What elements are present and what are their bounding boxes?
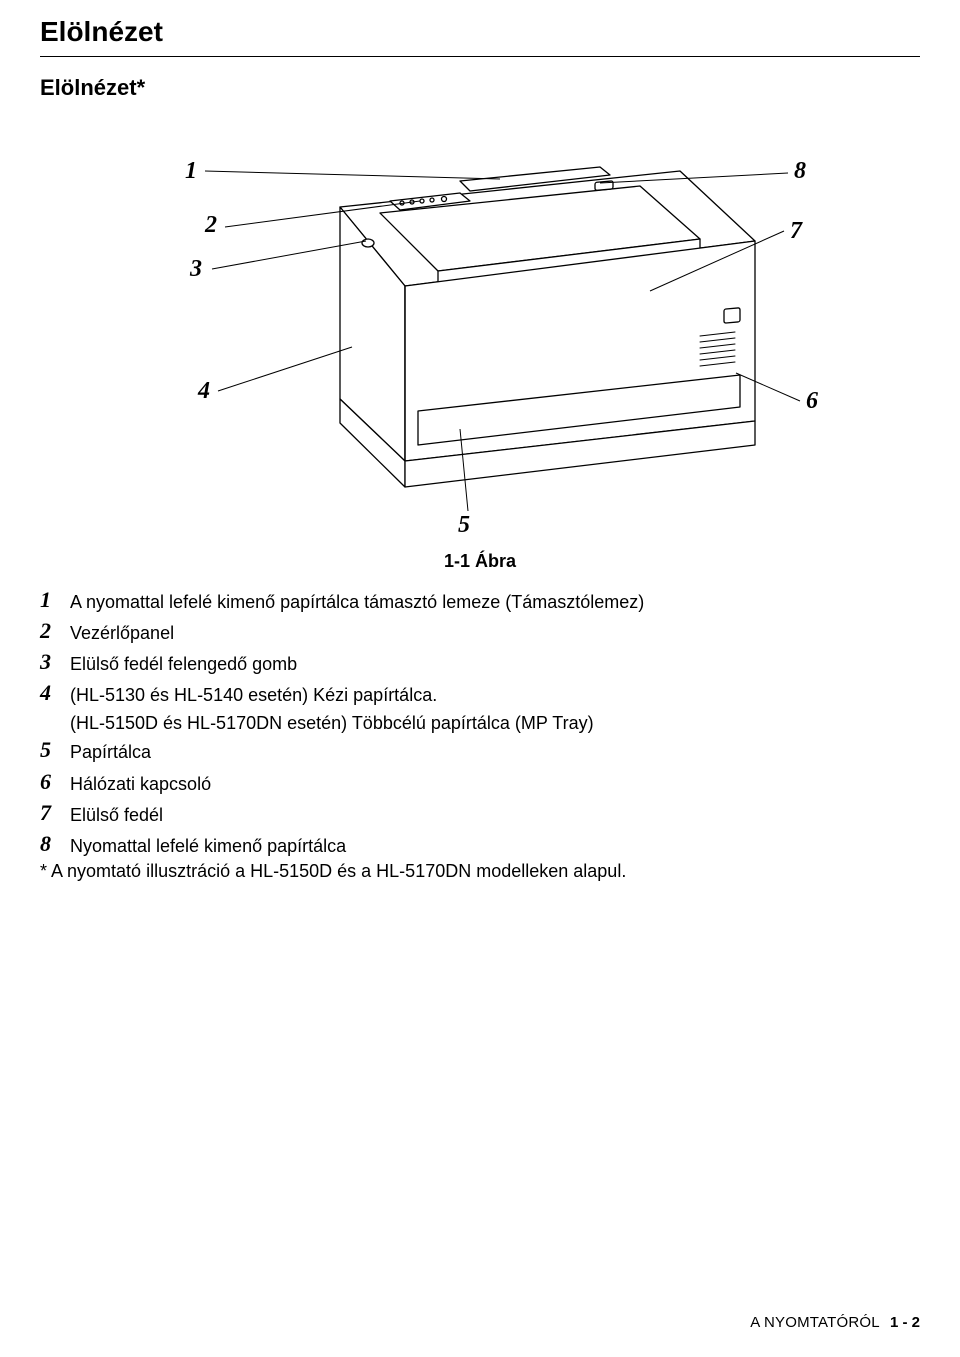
page-title: Elölnézet [40,16,920,48]
legend-text: Nyomattal lefelé kimenő papírtálca [70,830,346,859]
legend-row: 8 Nyomattal lefelé kimenő papírtálca [40,830,920,859]
legend-row: 2 Vezérlőpanel [40,617,920,646]
legend-row: 3 Elülső fedél felengedő gomb [40,648,920,677]
legend-num: 6 [40,768,70,797]
legend-num: 7 [40,799,70,828]
footer-chapter: A NYOMTATÓRÓL [750,1314,880,1331]
legend-num: 5 [40,736,70,765]
legend-num: 2 [40,617,70,646]
legend-row: 6 Hálózati kapcsoló [40,768,920,797]
legend-row: 1 A nyomattal lefelé kimenő papírtálca t… [40,586,920,615]
legend-list: 1 A nyomattal lefelé kimenő papírtálca t… [40,586,920,859]
legend-row: 5 Papírtálca [40,736,920,765]
legend-num: 4 [40,679,70,708]
footer-page-number: 1 - 2 [890,1314,920,1331]
legend-num: 1 [40,586,70,615]
legend-num: 8 [40,830,70,859]
figure-caption: 1-1 Ábra [40,551,920,572]
legend-text: Elülső fedél [70,799,163,828]
legend-text: (HL-5130 és HL-5140 esetén) Kézi papírtá… [70,679,437,708]
legend-subtext: (HL-5150D és HL-5170DN esetén) Többcélú … [70,710,920,736]
legend-text: A nyomattal lefelé kimenő papírtálca tám… [70,586,644,615]
legend-text: Elülső fedél felengedő gomb [70,648,297,677]
page-footer: A NYOMTATÓRÓL 1 - 2 [750,1314,920,1331]
printer-diagram: 1 2 3 4 5 6 7 8 [40,111,920,541]
legend-row: 7 Elülső fedél [40,799,920,828]
legend-num: 3 [40,648,70,677]
footnote: * A nyomtató illusztráció a HL-5150D és … [40,861,920,882]
legend-text: Vezérlőpanel [70,617,174,646]
printer-svg [40,111,920,541]
legend-row: 4 (HL-5130 és HL-5140 esetén) Kézi papír… [40,679,920,708]
page-root: Elölnézet Elölnézet* 1 2 3 4 5 6 7 8 [0,0,960,1357]
section-title: Elölnézet* [40,75,920,101]
title-rule [40,56,920,57]
legend-text: Hálózati kapcsoló [70,768,211,797]
legend-text: Papírtálca [70,736,151,765]
